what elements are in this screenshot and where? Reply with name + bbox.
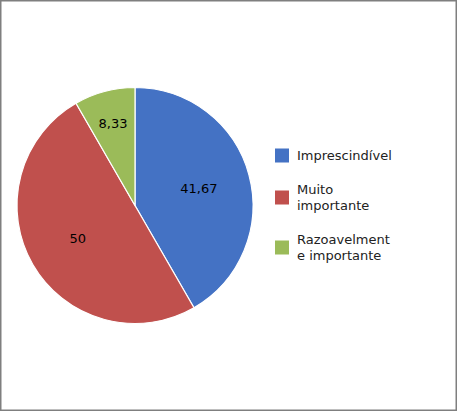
data-label: 8,33 bbox=[99, 116, 128, 131]
data-label: 50 bbox=[69, 231, 86, 246]
data-labels: 41,67 50 8,33 bbox=[69, 116, 217, 246]
legend-swatch bbox=[275, 191, 289, 205]
slices bbox=[17, 88, 253, 324]
chart-container: 41,67 50 8,33 Imprescindível Muitoimportante… bbox=[0, 0, 457, 411]
legend-label: Razoavelmente importante bbox=[297, 232, 390, 263]
legend: Imprescindível Muitoimportante Razoavelmen… bbox=[275, 148, 392, 263]
legend-label: Imprescindível bbox=[297, 148, 392, 163]
legend-swatch bbox=[275, 149, 289, 163]
legend-label: Muitoimportante bbox=[297, 182, 369, 213]
data-label: 41,67 bbox=[180, 181, 217, 196]
legend-swatch bbox=[275, 241, 289, 255]
pie-slice bbox=[76, 88, 135, 206]
chart-svg: 41,67 50 8,33 Imprescindível Muitoimportante… bbox=[0, 0, 457, 411]
figure-border bbox=[1, 1, 457, 411]
